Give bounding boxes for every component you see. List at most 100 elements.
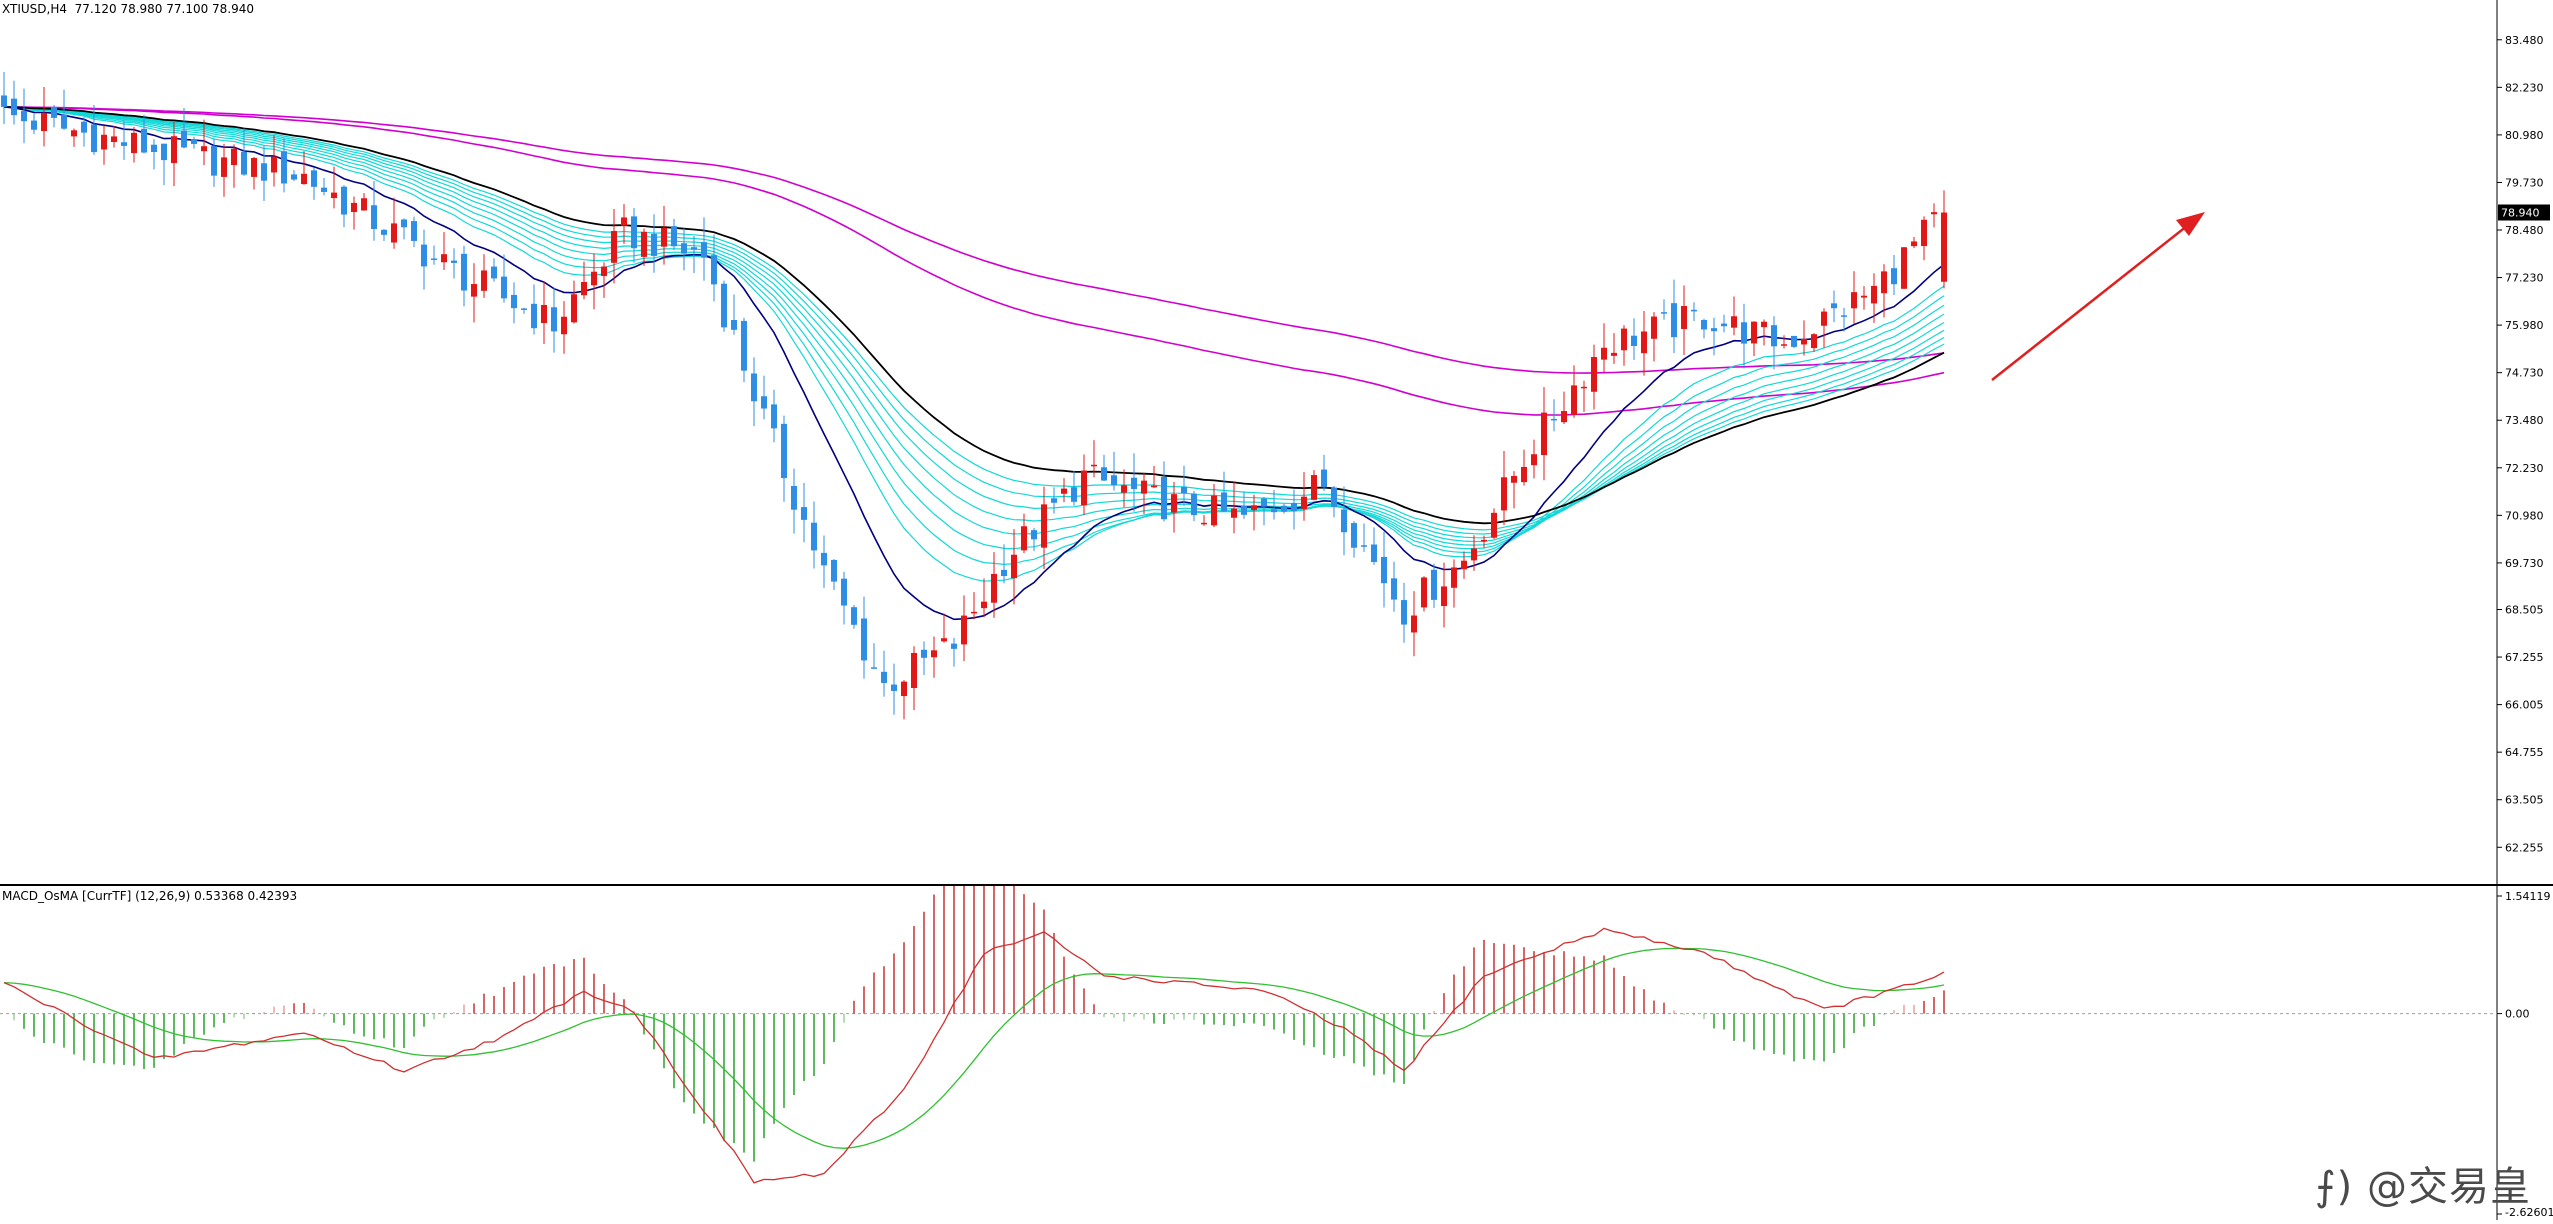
price-tick-label: 74.730 — [2505, 367, 2544, 380]
candle-body — [1451, 567, 1457, 588]
current-price-label: 78.940 — [2501, 207, 2540, 220]
candle-body — [1831, 303, 1837, 309]
candle-body — [921, 649, 927, 658]
candle-body — [1621, 328, 1627, 351]
candle-body — [1091, 464, 1097, 467]
candle-body — [1711, 328, 1717, 332]
candle-body — [411, 221, 417, 241]
candle-body — [981, 601, 987, 609]
candle-body — [1221, 492, 1227, 512]
candle-body — [501, 276, 507, 299]
candle-body — [241, 151, 247, 175]
candle-body — [1671, 303, 1677, 338]
candle-body — [791, 485, 797, 510]
price-tick-label: 75.980 — [2505, 319, 2544, 332]
candle-body — [1761, 321, 1767, 328]
candle-body — [1371, 544, 1377, 562]
candle-body — [1171, 494, 1177, 513]
macd-main-line — [3, 927, 1945, 1184]
macd-chart[interactable]: 1.54119 0.00 -2.62601 — [0, 845, 2553, 1220]
candle-body — [1021, 526, 1027, 551]
candle-body — [621, 217, 627, 226]
candle-body — [331, 192, 337, 199]
candle-body — [1641, 331, 1647, 354]
candle-body — [1071, 487, 1077, 502]
candle-body — [1111, 475, 1117, 486]
candle-body — [1491, 512, 1497, 538]
candle-body — [1941, 212, 1947, 282]
candle-body — [1191, 493, 1197, 516]
candle-body — [51, 106, 57, 118]
candle-body — [1631, 335, 1637, 347]
price-tick-label: 62.255 — [2505, 841, 2544, 854]
trend-arrow — [1991, 212, 2205, 381]
candle-body — [421, 244, 427, 267]
candle-body — [771, 404, 777, 429]
price-tick-label: 68.505 — [2505, 603, 2544, 616]
candle-body — [1461, 560, 1467, 570]
candle-body — [1271, 509, 1277, 513]
candle-body — [1061, 488, 1067, 494]
candle-body — [191, 139, 197, 144]
candle-body — [361, 198, 367, 211]
candle-body — [321, 187, 327, 192]
ema-ribbon-line — [3, 106, 1945, 543]
price-chart-pane[interactable]: 83.480 82.230 80.980 79.730 78.480 77.230 75.9… — [0, 0, 2553, 886]
candle-body — [511, 294, 517, 309]
candle-body — [131, 132, 137, 154]
price-tick-label: 69.730 — [2505, 557, 2544, 570]
arrow-head — [2176, 212, 2205, 236]
candle-body — [271, 156, 277, 173]
candle-body — [531, 303, 537, 329]
candle-body — [1101, 467, 1107, 481]
candle-body — [851, 607, 857, 625]
candle-body — [431, 258, 437, 260]
candle-body — [31, 120, 37, 130]
ema-slow-line — [3, 106, 1945, 416]
price-chart[interactable]: 83.480 82.230 80.980 79.730 78.480 77.230 75.9… — [0, 0, 2553, 886]
candle-body — [91, 124, 97, 153]
candle-body — [231, 148, 237, 166]
candles — [1, 71, 1947, 720]
macd-pane[interactable]: 1.54119 0.00 -2.62601 — [0, 845, 2553, 1220]
candle-body — [1261, 498, 1267, 507]
candle-body — [1791, 335, 1797, 347]
candle-body — [1351, 523, 1357, 548]
candle-body — [1801, 338, 1807, 345]
candle-body — [1771, 325, 1777, 347]
price-tick-label: 67.255 — [2505, 651, 2544, 664]
macd-signal-line — [3, 947, 1945, 1149]
candle-body — [1471, 548, 1477, 561]
candle-body — [1541, 412, 1547, 456]
candle-body — [441, 254, 447, 263]
candle-body — [161, 143, 167, 161]
candle-body — [1611, 352, 1617, 356]
candle-body — [551, 307, 557, 332]
candle-body — [1691, 309, 1697, 312]
candle-body — [1081, 470, 1087, 506]
candle-body — [841, 578, 847, 606]
candle-body — [1881, 271, 1887, 294]
candle-body — [671, 226, 677, 247]
candle-body — [1601, 347, 1607, 360]
candle-body — [221, 157, 227, 177]
candle-body — [581, 281, 587, 296]
candle-body — [471, 284, 477, 297]
price-tick-label: 63.505 — [2505, 794, 2544, 807]
candle-body — [1041, 504, 1047, 548]
candle-body — [1291, 502, 1297, 512]
price-tick-label: 70.980 — [2505, 509, 2544, 522]
candle-body — [1651, 316, 1657, 339]
candle-body — [1921, 219, 1927, 247]
candle-body — [961, 615, 967, 645]
ema-slow-line — [3, 106, 1945, 374]
price-tick-label: 79.730 — [2505, 176, 2544, 189]
macd-histogram — [13, 845, 1945, 1162]
ema-fast-line — [3, 106, 1945, 621]
candle-body — [141, 128, 147, 153]
ema-ribbon-line — [3, 106, 1945, 539]
candle-body — [1231, 508, 1237, 518]
candle-body — [1421, 577, 1427, 608]
candle-body — [351, 202, 357, 213]
candle-body — [1891, 268, 1897, 285]
